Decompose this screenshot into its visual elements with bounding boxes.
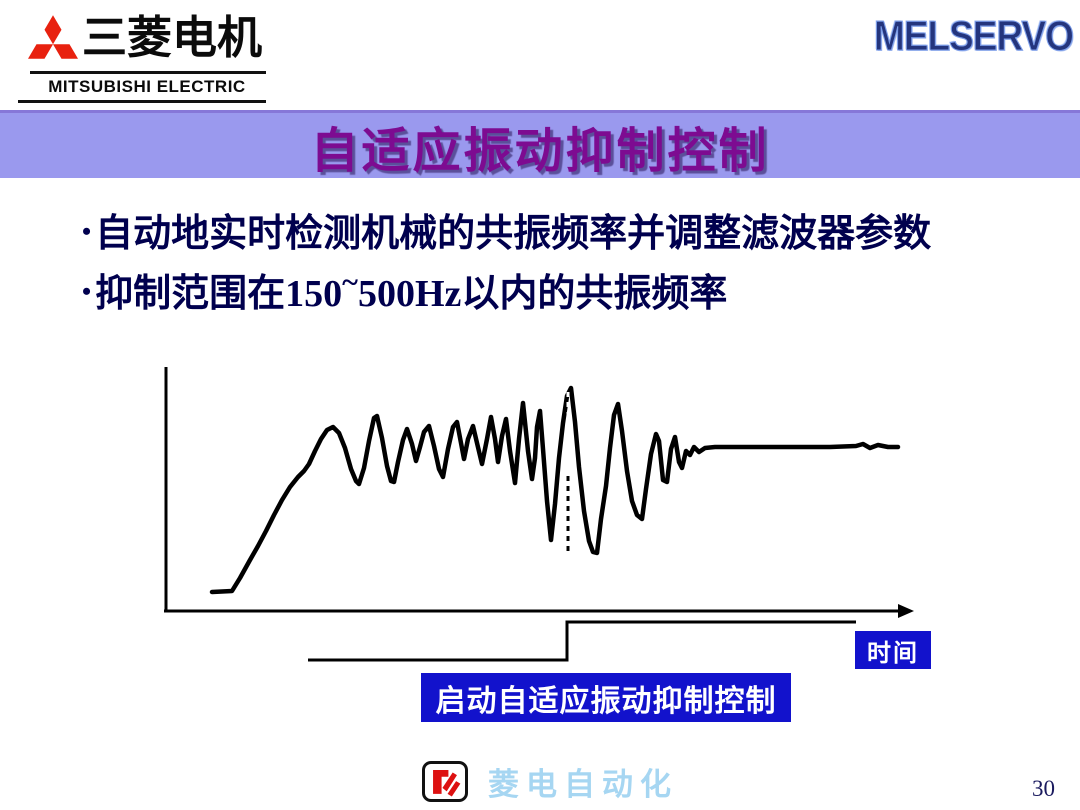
melservo-wordmark: MELSERVO: [874, 12, 1075, 59]
bullet-text-1: 自动地实时检测机械的共振频率并调整滤波器参数: [95, 213, 932, 255]
time-axis-label: 时间: [855, 631, 931, 669]
bullet-marker: •: [82, 277, 92, 306]
brand-name-cn: 三菱电机: [82, 11, 263, 63]
bullet-line-1: • 自动地实时检测机械的共振频率并调整滤波器参数: [82, 203, 1042, 263]
bullet-list: • 自动地实时检测机械的共振频率并调整滤波器参数 • 抑制范围在150~500Hz以…: [82, 203, 1042, 325]
page-title: 自适应振动抑制控制: [310, 124, 770, 178]
brand-name-en: MITSUBISHI ELECTRIC: [48, 77, 246, 96]
footer-company-name: 菱电自动化: [488, 767, 678, 802]
enable-step-signal: [308, 620, 856, 662]
bullet-text-2-prefix: 抑制范围在150: [95, 273, 343, 315]
mitsubishi-three-diamond-icon: [28, 15, 78, 59]
title-banner: 自适应振动抑制控制: [0, 110, 1080, 178]
bullet-line-2: • 抑制范围在150~500Hz以内的共振频率: [82, 263, 1042, 325]
vibration-waveform: [209, 385, 901, 595]
brand-divider-top: [30, 71, 266, 74]
brand-divider-bottom: [18, 100, 266, 103]
footer-logo-block: 菱电自动化: [422, 759, 678, 804]
page-number: 30: [1032, 776, 1055, 801]
x-axis-arrow: [898, 604, 914, 618]
start-control-label: 启动自适应振动抑制控制: [421, 673, 791, 722]
bullet-marker: •: [82, 217, 92, 246]
vibration-diagram: [164, 367, 914, 662]
tilde-mark: ~: [342, 265, 358, 300]
mitsubishi-logo-block: 三菱电机 MITSUBISHI ELECTRIC: [18, 6, 266, 103]
mitsubishi-logo-row: 三菱电机: [18, 6, 266, 68]
bullet-text-2-suffix: 500Hz以内的共振频率: [357, 273, 728, 315]
ryoden-logo-icon: [422, 761, 468, 802]
